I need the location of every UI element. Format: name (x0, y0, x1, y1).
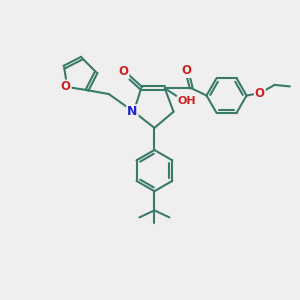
Text: O: O (255, 87, 265, 100)
Text: N: N (127, 105, 137, 118)
Text: O: O (118, 65, 128, 79)
Text: O: O (182, 64, 192, 77)
Text: OH: OH (178, 96, 196, 106)
Text: O: O (61, 80, 71, 94)
